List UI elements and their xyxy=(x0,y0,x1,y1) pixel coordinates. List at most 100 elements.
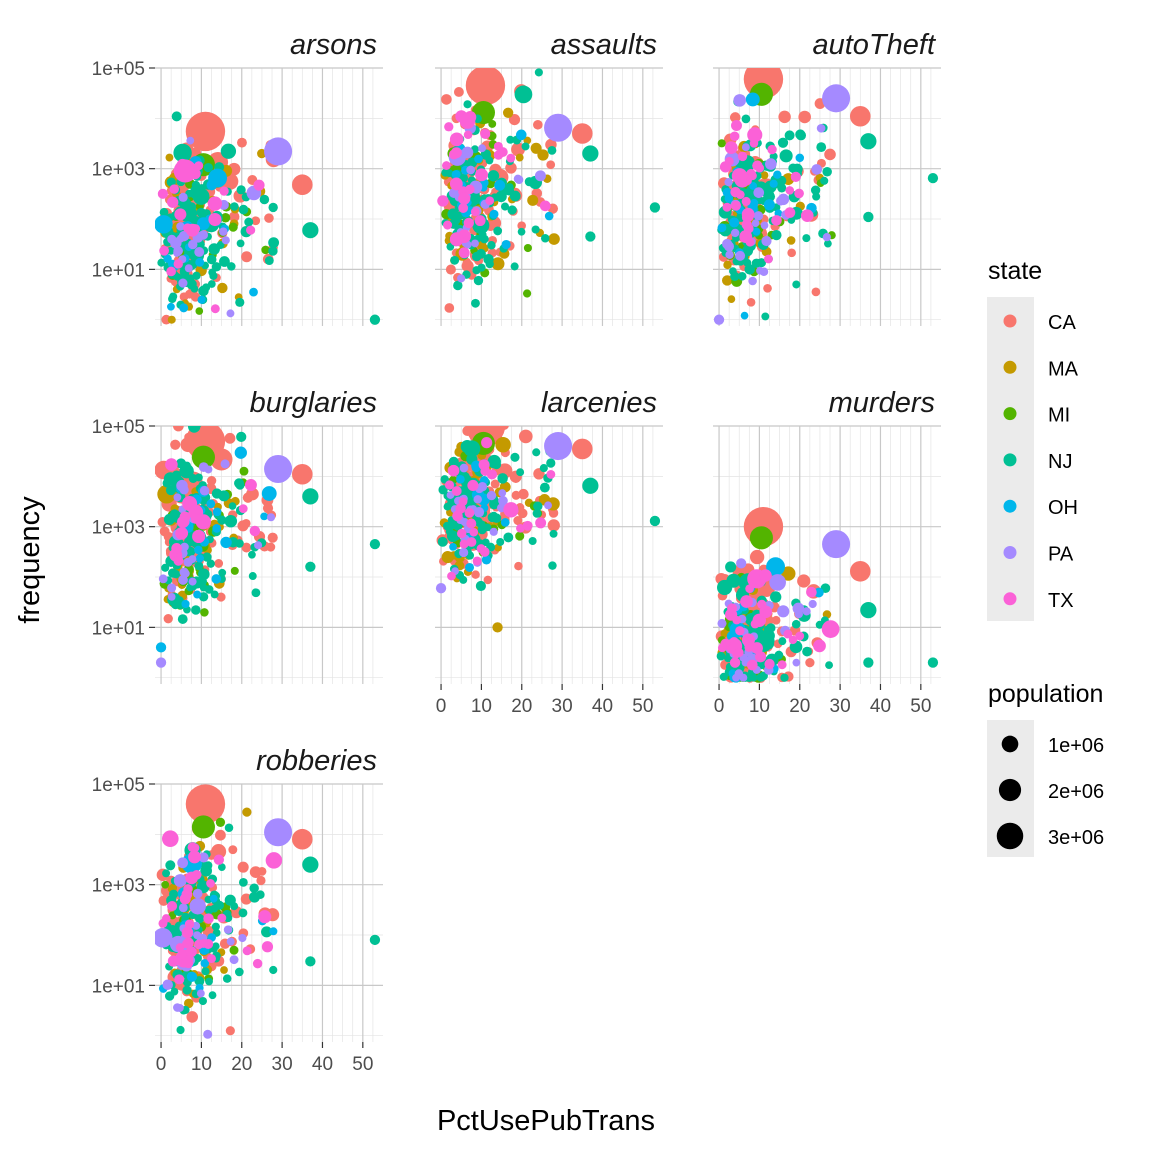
point-NJ xyxy=(824,239,832,248)
point-NJ xyxy=(217,515,227,525)
point-NJ xyxy=(802,646,812,657)
point-PA xyxy=(155,928,173,948)
point-NJ xyxy=(236,764,247,775)
point-CA xyxy=(241,251,253,263)
point-OH xyxy=(212,524,222,533)
point-OH xyxy=(750,198,759,207)
point-TX xyxy=(764,658,775,670)
point-PA xyxy=(733,94,747,107)
point-CA xyxy=(240,893,252,905)
point-NJ xyxy=(182,464,193,475)
point-TX xyxy=(744,642,754,652)
facet-label-assaults: assaults xyxy=(551,29,657,61)
point-NJ xyxy=(532,448,541,457)
legend-key-MA xyxy=(1003,360,1017,374)
point-NJ xyxy=(259,194,270,205)
point-TX xyxy=(444,122,454,132)
point-PA xyxy=(186,136,195,145)
point-NJ xyxy=(533,501,543,511)
point-MI xyxy=(457,383,468,394)
point-NJ xyxy=(305,956,316,967)
point-NJ xyxy=(238,204,249,215)
point-PA xyxy=(183,557,193,567)
point-NJ xyxy=(780,673,789,682)
point-OH xyxy=(249,287,258,297)
point-PA xyxy=(229,955,239,965)
point-MA xyxy=(441,551,454,564)
y-tick-label: 1e+03 xyxy=(92,876,145,897)
y-tick-label: 1e+05 xyxy=(92,59,145,80)
point-TX xyxy=(157,188,168,199)
point-OH xyxy=(745,92,760,107)
legend-key-CA xyxy=(1003,314,1017,328)
legend-size-label-3e+06: 3e+06 xyxy=(1048,827,1104,849)
point-NJ xyxy=(302,856,319,873)
point-TX xyxy=(785,186,795,195)
y-tick-label: 1e+03 xyxy=(92,160,145,181)
point-TX xyxy=(745,237,755,247)
point-NJ xyxy=(166,246,175,255)
point-TX xyxy=(456,528,467,539)
point-MI xyxy=(228,222,238,232)
point-NJ xyxy=(219,256,230,267)
x-tick-label: 20 xyxy=(511,696,532,717)
point-TX xyxy=(181,926,194,939)
point-NJ xyxy=(546,458,556,468)
point-TX xyxy=(755,163,765,173)
point-NJ xyxy=(369,934,381,946)
point-NJ xyxy=(454,212,463,221)
point-TX xyxy=(813,639,826,653)
point-PA xyxy=(220,459,230,469)
point-TX xyxy=(159,245,170,256)
point-TX xyxy=(444,480,455,490)
point-CA xyxy=(266,542,276,552)
point-NJ xyxy=(236,431,247,442)
point-TX xyxy=(790,171,801,183)
point-NJ xyxy=(489,511,499,521)
point-TX xyxy=(458,247,470,259)
point-TX xyxy=(217,913,227,923)
point-NJ xyxy=(463,100,472,109)
point-TX xyxy=(177,515,190,529)
point-OH xyxy=(260,512,269,521)
point-NJ xyxy=(471,251,482,262)
point-OH xyxy=(471,460,482,471)
point-CA xyxy=(186,1011,199,1023)
point-TX xyxy=(210,304,220,314)
point-PA xyxy=(534,170,546,182)
point-NJ xyxy=(729,267,737,275)
point-CA xyxy=(214,559,224,568)
point-PA xyxy=(173,1003,182,1012)
point-PA xyxy=(192,888,203,899)
point-TX xyxy=(173,159,197,183)
legend-population-title: population xyxy=(988,680,1103,708)
point-OH xyxy=(200,958,210,968)
point-TX xyxy=(437,195,449,207)
points xyxy=(713,68,939,325)
point-PA xyxy=(802,607,811,616)
point-NJ xyxy=(742,245,754,257)
point-NJ xyxy=(163,513,175,525)
point-NJ xyxy=(766,623,776,633)
point-MI xyxy=(220,212,231,223)
point-PA xyxy=(717,618,727,628)
point-NJ xyxy=(777,137,789,148)
point-OH xyxy=(795,153,805,163)
point-TX xyxy=(747,127,763,143)
point-MA xyxy=(515,153,524,162)
legend-state-title: state xyxy=(988,257,1042,285)
point-TX xyxy=(207,196,223,211)
point-CA xyxy=(505,162,517,174)
point-NJ xyxy=(195,913,205,924)
point-NJ xyxy=(220,143,237,159)
point-PA xyxy=(167,593,176,601)
point-CA xyxy=(798,110,811,124)
point-NJ xyxy=(779,149,793,163)
point-NJ xyxy=(585,231,596,242)
point-NJ xyxy=(473,275,484,286)
point-NJ xyxy=(446,242,455,251)
point-OH xyxy=(740,311,749,320)
point-NJ xyxy=(189,188,201,199)
point-NJ xyxy=(205,977,213,986)
point-NJ xyxy=(269,965,278,975)
